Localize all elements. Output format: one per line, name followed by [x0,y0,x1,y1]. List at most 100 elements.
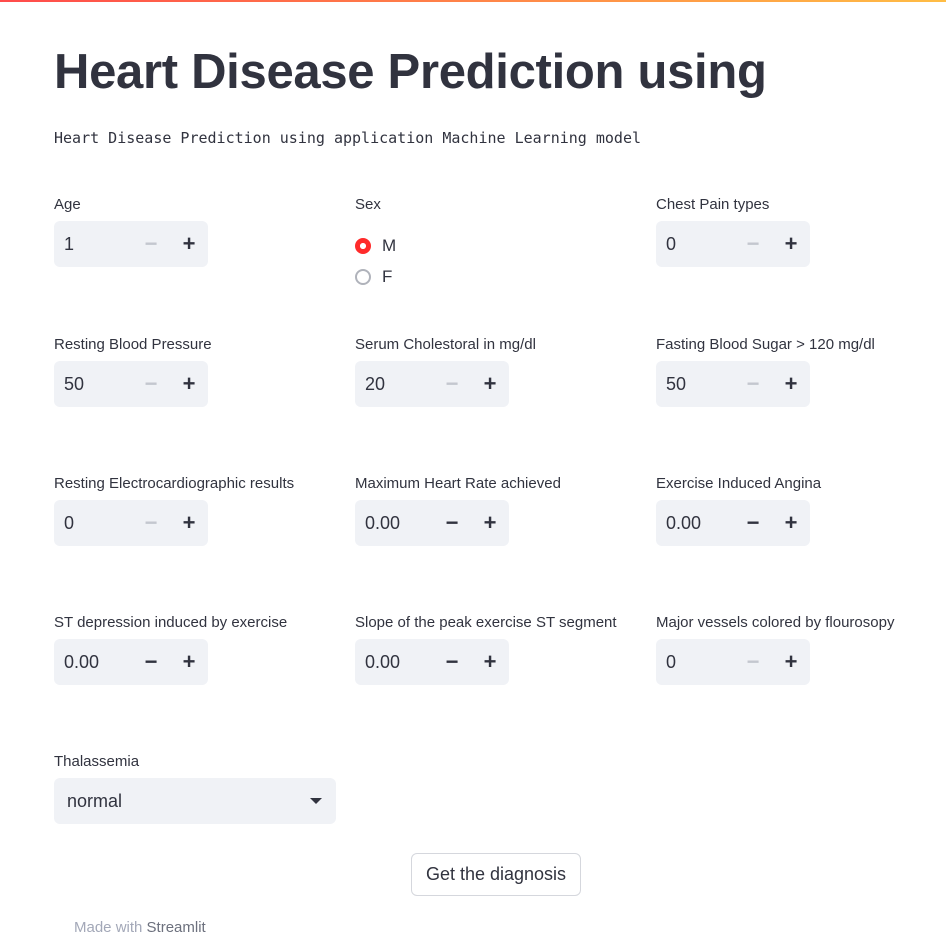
chest-pain-decrement-button[interactable]: − [734,221,772,267]
exercise-angina-field: Exercise Induced Angina 0.00 − + [656,475,946,546]
max-heart-rate-decrement-button[interactable]: − [433,500,471,546]
chest-pain-increment-button[interactable]: + [772,221,810,267]
minus-icon: − [144,510,158,535]
st-depression-value[interactable]: 0.00 [64,651,100,672]
minus-icon: − [746,510,760,535]
radio-unchecked-icon[interactable] [355,269,371,285]
plus-icon: + [483,649,497,674]
st-slope-number-input[interactable]: 0.00 − + [355,639,509,685]
sex-field: Sex M F [355,196,645,286]
exercise-angina-label: Exercise Induced Angina [656,475,822,492]
minus-icon: − [445,510,459,535]
minus-icon: − [746,231,760,256]
cholesterol-value[interactable]: 20 [365,373,386,394]
minus-icon: − [746,371,760,396]
plus-icon: + [784,510,798,535]
cholesterol-number-input[interactable]: 20 − + [355,361,509,407]
max-heart-rate-label: Maximum Heart Rate achieved [355,475,561,492]
plus-icon: + [182,371,196,396]
major-vessels-value[interactable]: 0 [666,651,677,672]
footer-prefix: Made with [74,919,143,936]
page-title: Heart Disease Prediction using [54,45,767,99]
thalassemia-select[interactable]: normal [54,778,336,824]
chest-pain-number-input[interactable]: 0 − + [656,221,810,267]
age-field: Age 1 − + [54,196,344,267]
get-diagnosis-button[interactable]: Get the diagnosis [411,853,581,896]
st-depression-decrement-button[interactable]: − [132,639,170,685]
cholesterol-field: Serum Cholestoral in mg/dl 20 − + [355,336,645,407]
fasting-sugar-value[interactable]: 50 [666,373,687,394]
fasting-sugar-field: Fasting Blood Sugar > 120 mg/dl 50 − + [656,336,946,407]
cholesterol-decrement-button[interactable]: − [433,361,471,407]
streamlit-link[interactable]: Streamlit [146,919,206,936]
thalassemia-label: Thalassemia [54,753,140,770]
resting-bp-value[interactable]: 50 [64,373,85,394]
cholesterol-increment-button[interactable]: + [471,361,509,407]
max-heart-rate-field: Maximum Heart Rate achieved 0.00 − + [355,475,645,546]
age-decrement-button[interactable]: − [132,221,170,267]
fasting-sugar-increment-button[interactable]: + [772,361,810,407]
major-vessels-field: Major vessels colored by flourosopy 0 − … [656,614,946,685]
minus-icon: − [746,649,760,674]
major-vessels-number-input[interactable]: 0 − + [656,639,810,685]
minus-icon: − [445,649,459,674]
major-vessels-increment-button[interactable]: + [772,639,810,685]
max-heart-rate-value[interactable]: 0.00 [365,512,401,533]
st-depression-increment-button[interactable]: + [170,639,208,685]
resting-bp-field: Resting Blood Pressure 50 − + [54,336,344,407]
radio-checked-icon[interactable] [355,238,371,254]
st-slope-field: Slope of the peak exercise ST segment 0.… [355,614,645,685]
resting-ecg-number-input[interactable]: 0 − + [54,500,208,546]
plus-icon: + [784,231,798,256]
st-depression-field: ST depression induced by exercise 0.00 −… [54,614,344,685]
plus-icon: + [784,371,798,396]
minus-icon: − [144,371,158,396]
header-decoration-bar [0,0,946,2]
sex-option-m[interactable]: M [355,236,396,256]
age-label: Age [54,196,81,213]
exercise-angina-number-input[interactable]: 0.00 − + [656,500,810,546]
sex-option-f-label[interactable]: F [382,267,393,286]
minus-icon: − [144,649,158,674]
resting-ecg-value[interactable]: 0 [64,512,75,533]
exercise-angina-value[interactable]: 0.00 [666,512,702,533]
age-increment-button[interactable]: + [170,221,208,267]
plus-icon: + [182,510,196,535]
max-heart-rate-number-input[interactable]: 0.00 − + [355,500,509,546]
age-value[interactable]: 1 [64,233,75,254]
st-depression-label: ST depression induced by exercise [54,614,288,631]
resting-ecg-increment-button[interactable]: + [170,500,208,546]
resting-bp-increment-button[interactable]: + [170,361,208,407]
resting-bp-decrement-button[interactable]: − [132,361,170,407]
exercise-angina-decrement-button[interactable]: − [734,500,772,546]
resting-ecg-decrement-button[interactable]: − [132,500,170,546]
major-vessels-decrement-button[interactable]: − [734,639,772,685]
sex-option-m-label[interactable]: M [382,236,397,255]
st-slope-increment-button[interactable]: + [471,639,509,685]
st-depression-number-input[interactable]: 0.00 − + [54,639,208,685]
chest-pain-label: Chest Pain types [656,196,770,213]
thalassemia-selected-value[interactable]: normal [67,790,123,811]
chevron-down-icon[interactable] [310,798,322,804]
fasting-sugar-label: Fasting Blood Sugar > 120 mg/dl [656,336,875,353]
exercise-angina-increment-button[interactable]: + [772,500,810,546]
fasting-sugar-number-input[interactable]: 50 − + [656,361,810,407]
plus-icon: + [182,231,196,256]
fasting-sugar-decrement-button[interactable]: − [734,361,772,407]
resting-bp-label: Resting Blood Pressure [54,336,212,353]
chest-pain-field: Chest Pain types 0 − + [656,196,946,267]
sex-option-f[interactable]: F [355,267,392,287]
footer: Made with Streamlit [74,919,206,936]
minus-icon: − [144,231,158,256]
chest-pain-value[interactable]: 0 [666,233,677,254]
max-heart-rate-increment-button[interactable]: + [471,500,509,546]
age-number-input[interactable]: 1 − + [54,221,208,267]
plus-icon: + [483,510,497,535]
thalassemia-field: Thalassemia normal [54,753,344,824]
resting-bp-number-input[interactable]: 50 − + [54,361,208,407]
cholesterol-label: Serum Cholestoral in mg/dl [355,336,536,353]
page-subtitle: Heart Disease Prediction using applicati… [54,129,641,147]
st-slope-decrement-button[interactable]: − [433,639,471,685]
resting-ecg-label: Resting Electrocardiographic results [54,475,295,492]
st-slope-value[interactable]: 0.00 [365,651,401,672]
